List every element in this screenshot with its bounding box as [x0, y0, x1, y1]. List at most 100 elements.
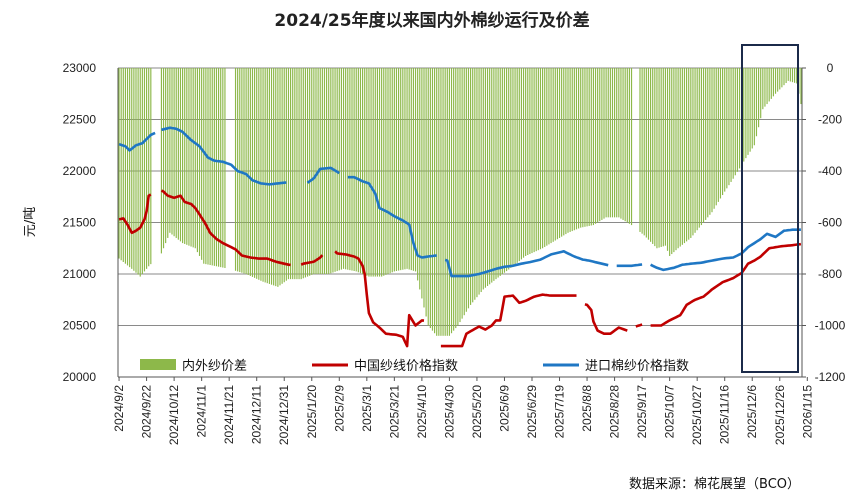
- spread-bar: [313, 68, 315, 274]
- spread-bar: [550, 68, 552, 244]
- spread-bar: [338, 68, 340, 271]
- x-tick-label: 2025/10/27: [690, 385, 704, 445]
- spread-bar: [645, 68, 647, 238]
- spread-bar: [438, 68, 440, 336]
- spread-bar: [662, 68, 664, 247]
- right-tick-label: -1000: [815, 319, 846, 333]
- spread-bar: [673, 68, 675, 253]
- left-tick-label: 21000: [63, 267, 97, 281]
- spread-bar: [779, 68, 781, 90]
- x-tick-label: 2025/4/10: [415, 385, 429, 439]
- spread-bar: [594, 68, 597, 224]
- spread-bar: [527, 68, 529, 256]
- spread-bar: [726, 68, 728, 189]
- spread-bar: [309, 68, 311, 276]
- spread-bar: [777, 68, 779, 92]
- spread-bar: [482, 68, 484, 290]
- spread-bar: [724, 68, 726, 192]
- spread-bar: [118, 68, 120, 259]
- spread-bar: [573, 68, 575, 231]
- spread-bar: [179, 68, 182, 242]
- spread-bar: [537, 68, 539, 251]
- spread-bar: [357, 68, 359, 273]
- spread-bar: [465, 68, 467, 312]
- spread-bar: [508, 68, 510, 270]
- spread-bar: [182, 68, 184, 244]
- spread-bar: [167, 68, 169, 238]
- spread-bar: [489, 68, 491, 285]
- spread-bar: [510, 68, 512, 268]
- spread-bar: [512, 68, 514, 267]
- x-tick-label: 2025/7/19: [553, 385, 567, 439]
- spread-bar: [518, 68, 520, 262]
- spread-bar: [698, 68, 700, 228]
- spread-bar: [546, 68, 548, 246]
- spread-bar: [722, 68, 724, 196]
- spread-bar: [561, 68, 563, 237]
- right-tick-label: -400: [818, 164, 842, 178]
- x-tick-label: 2025/8/8: [580, 385, 594, 432]
- spread-bar: [143, 68, 146, 272]
- spread-bar: [184, 68, 186, 244]
- spread-bar: [688, 68, 690, 240]
- spread-bar: [296, 68, 298, 280]
- spread-bar: [522, 68, 525, 258]
- spread-bar: [209, 68, 211, 265]
- spread-bar: [470, 68, 472, 305]
- spread-bar: [450, 68, 453, 334]
- spread-bar: [376, 68, 378, 277]
- spread-bar: [410, 68, 412, 271]
- spread-bar: [126, 68, 129, 266]
- spread-bar: [497, 68, 499, 278]
- spread-bar: [139, 68, 141, 277]
- spread-bar: [787, 68, 789, 81]
- spread-bar: [444, 68, 446, 336]
- spread-bar: [421, 68, 423, 299]
- spread-bar: [194, 68, 196, 249]
- spread-bar: [277, 68, 279, 287]
- x-tick-label: 2026/1/15: [800, 385, 814, 439]
- spread-bar: [400, 68, 402, 271]
- spread-bar: [770, 68, 772, 99]
- spread-bar: [222, 68, 224, 268]
- spread-bar: [258, 68, 260, 280]
- spread-bar: [381, 68, 383, 277]
- spread-bar: [359, 68, 362, 274]
- spread-bar: [766, 68, 768, 105]
- spread-bar: [533, 68, 535, 253]
- spread-bar: [599, 68, 601, 222]
- spread-bar: [503, 68, 506, 273]
- spread-bar: [169, 68, 171, 233]
- spread-bar: [135, 68, 137, 273]
- spread-bar: [455, 68, 457, 329]
- spread-bar: [275, 68, 277, 287]
- spread-bar: [542, 68, 544, 249]
- spread-bar: [192, 68, 194, 248]
- spread-bar: [639, 68, 641, 232]
- spread-bar: [743, 68, 745, 162]
- spread-bar: [707, 68, 709, 218]
- spread-bar: [758, 68, 760, 128]
- spread-bar: [499, 68, 501, 276]
- spread-bar: [124, 68, 126, 264]
- spread-bar: [783, 68, 785, 86]
- spread-bar: [700, 68, 702, 226]
- spread-bar: [306, 68, 309, 277]
- x-tick-label: 2025/8/28: [608, 385, 622, 439]
- spread-bar: [137, 68, 139, 275]
- spread-bar: [580, 68, 582, 228]
- legend-label-china: 中国纱线价格指数: [354, 358, 458, 374]
- spread-bar: [666, 68, 669, 251]
- spread-bar: [558, 68, 561, 238]
- spread-bar: [177, 68, 179, 240]
- legend-swatch-spread: [140, 359, 176, 370]
- spread-bar: [203, 68, 205, 264]
- spread-bar: [336, 68, 338, 272]
- spread-bar: [567, 68, 569, 233]
- spread-bar: [785, 68, 787, 84]
- x-tick-label: 2024/11/21: [222, 385, 236, 444]
- spread-bar: [715, 68, 717, 206]
- spread-bar: [408, 68, 410, 270]
- spread-bar: [539, 68, 542, 250]
